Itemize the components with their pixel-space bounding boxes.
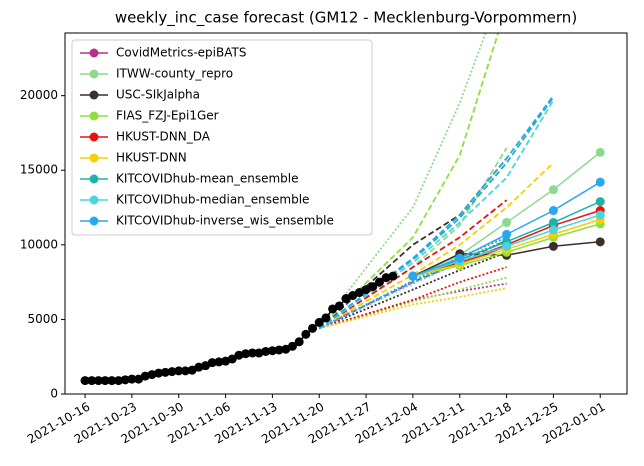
observed-point (140, 371, 150, 381)
observed-point (207, 358, 217, 368)
median-point (548, 241, 558, 251)
observed-point (334, 301, 344, 311)
lower-line (318, 33, 487, 329)
observed-point (281, 344, 291, 354)
legend-label: USC-SIkJalpha (116, 88, 200, 102)
legend-box (71, 39, 373, 236)
upper-line (318, 199, 508, 330)
observed-point (80, 376, 90, 386)
observed-point (261, 346, 271, 356)
observed-point (247, 348, 257, 358)
median-point (595, 177, 605, 187)
median-point (502, 241, 512, 251)
legend-label: CovidMetrics-epiBATS (116, 46, 246, 60)
median-point (455, 253, 465, 263)
upper-line (318, 162, 555, 330)
observed-point (174, 366, 184, 376)
observed-point (114, 376, 124, 386)
legend-label: KITCOVIDhub-inverse_wis_ensemble (116, 214, 334, 228)
legend-marker (89, 69, 99, 79)
observed-point (107, 376, 117, 386)
legend-label: FIAS_FZJ-Epi1Ger (116, 109, 219, 123)
upper-line (318, 33, 500, 330)
lower-line (318, 287, 507, 330)
y-tick-label: 5000 (27, 312, 58, 326)
legend-label: KITCOVIDhub-median_ensemble (116, 193, 309, 207)
observed-point (100, 376, 110, 386)
legend-marker (89, 195, 99, 205)
median-point (548, 185, 558, 195)
median-point (595, 147, 605, 157)
median-point (408, 271, 418, 281)
observed-point (354, 288, 364, 298)
observed-point (374, 277, 384, 287)
legend-marker (89, 153, 99, 163)
observed-point (134, 374, 144, 384)
lower-line (318, 266, 507, 330)
observed-point (267, 346, 277, 356)
observed-point (147, 370, 157, 380)
median-point (502, 229, 512, 239)
upper-line (318, 95, 555, 330)
legend-marker (89, 111, 99, 121)
median-point (595, 237, 605, 247)
legend-marker (89, 216, 99, 226)
observed-point (187, 365, 197, 375)
median-point (502, 217, 512, 227)
observed-point (388, 271, 398, 281)
observed-point (127, 374, 137, 384)
median-point (595, 197, 605, 207)
y-tick-label: 15000 (20, 163, 58, 177)
observed-point (180, 366, 190, 376)
observed-point (241, 349, 251, 359)
median-point (548, 217, 558, 227)
observed-point (167, 367, 177, 377)
observed-point (160, 367, 170, 377)
legend-label: ITWW-county_repro (116, 67, 233, 81)
observed-point (308, 323, 318, 333)
plot-area (80, 33, 605, 386)
observed-point (214, 357, 224, 367)
observed-point (287, 341, 297, 351)
observed-point (314, 317, 324, 327)
observed-point (154, 368, 164, 378)
observed-point (381, 273, 391, 283)
axes-frame (64, 32, 628, 395)
legend: CovidMetrics-epiBATS ITWW-county_repro USC… (71, 39, 373, 236)
median-point (595, 210, 605, 220)
observed-point (274, 345, 284, 355)
observed-point (87, 376, 97, 386)
legend-marker (89, 90, 99, 100)
legend-label: KITCOVIDhub-mean_ensemble (116, 172, 298, 186)
y-tick-label: 10000 (20, 237, 58, 251)
observed-point (194, 362, 204, 372)
median-point (548, 206, 558, 216)
lower-line (318, 251, 507, 330)
legend-marker (89, 132, 99, 142)
observed-point (234, 350, 244, 360)
legend-label: HKUST-DNN_DA (116, 130, 211, 144)
lower-line (318, 236, 507, 330)
legend-marker (89, 174, 99, 184)
observed-point (294, 337, 304, 347)
observed-point (328, 304, 338, 314)
observed-point (93, 376, 103, 386)
observed-point (348, 291, 358, 301)
observed-point (201, 361, 210, 371)
y-tick-label: 20000 (20, 88, 58, 102)
observed-point (120, 375, 130, 385)
observed-point (368, 282, 378, 292)
legend-label: HKUST-DNN (116, 151, 187, 165)
legend-marker (89, 48, 99, 58)
observed-point (341, 294, 351, 304)
median-point (548, 225, 558, 235)
observed-point (254, 348, 264, 358)
observed-point (227, 354, 237, 364)
chart-title: weekly_inc_case forecast (GM12 - Mecklen… (115, 9, 577, 28)
observed-point (361, 285, 371, 295)
y-tick-label: 0 (50, 387, 58, 401)
observed-point (321, 313, 331, 323)
observed-point (301, 329, 311, 339)
